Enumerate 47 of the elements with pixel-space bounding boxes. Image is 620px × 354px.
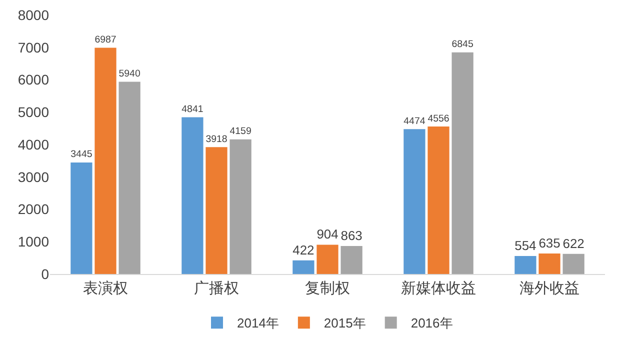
y-tick-label: 2000 [18, 201, 50, 218]
data-label: 3445 [70, 149, 92, 160]
bar [562, 254, 584, 274]
bar [292, 260, 314, 274]
bar [452, 52, 474, 274]
bar [514, 256, 536, 274]
legend-label: 2016年 [410, 316, 453, 331]
x-tick-label: 表演权 [83, 280, 128, 297]
bar [316, 244, 338, 274]
legend-label: 2014年 [237, 316, 279, 331]
bar [428, 126, 450, 274]
bar [230, 139, 252, 274]
y-tick-label: 3000 [18, 168, 50, 185]
bar [404, 129, 426, 274]
y-tick-label: 8000 [18, 6, 50, 23]
bar [340, 246, 362, 274]
bar [118, 82, 140, 274]
data-label: 6987 [94, 34, 116, 46]
data-label: 904 [316, 226, 338, 242]
data-label: 4556 [428, 113, 450, 124]
data-label: 4474 [404, 116, 426, 127]
y-tick-label: 4000 [18, 136, 50, 152]
data-label: 622 [562, 236, 584, 251]
x-tick-label: 复制权 [305, 280, 350, 297]
bar [94, 48, 116, 274]
x-tick-label: 新媒体收益 [401, 280, 476, 297]
data-label: 4841 [182, 104, 204, 116]
data-label: 422 [292, 242, 314, 258]
data-label: 6845 [452, 39, 474, 50]
legend-label: 2015年 [324, 316, 366, 331]
y-tick-label: 0 [41, 266, 50, 282]
data-label: 863 [340, 228, 362, 244]
y-tick-label: 5000 [18, 104, 50, 120]
bar [538, 253, 560, 274]
x-tick-label: 广播权 [194, 280, 239, 297]
x-tick-label: 海外收益 [520, 280, 580, 297]
y-tick-label: 7000 [18, 39, 50, 56]
data-label: 554 [514, 238, 536, 254]
bar [182, 117, 204, 274]
y-tick-label: 6000 [18, 72, 50, 88]
data-label: 5940 [118, 68, 141, 80]
bar [206, 147, 228, 274]
y-tick-label: 1000 [18, 234, 50, 250]
bar [70, 162, 92, 274]
data-label: 4159 [230, 126, 252, 138]
data-label: 3918 [206, 134, 228, 145]
data-label: 635 [538, 235, 560, 250]
